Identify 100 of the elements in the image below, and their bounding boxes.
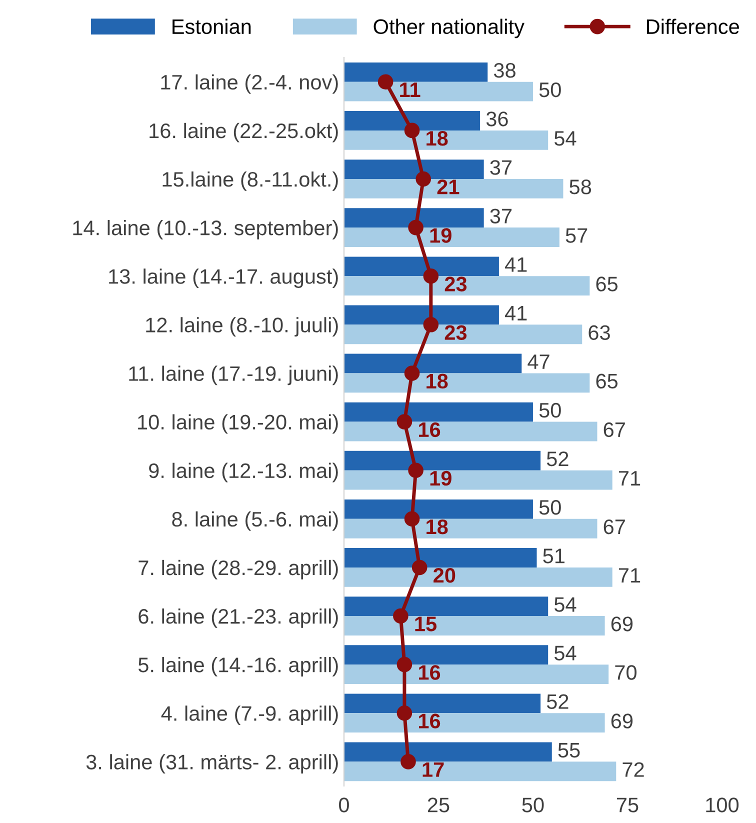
bar	[344, 762, 616, 782]
point	[400, 754, 416, 770]
bar	[344, 373, 590, 393]
point	[396, 414, 412, 430]
data-label: 23	[444, 325, 467, 340]
data-label: 52	[546, 451, 568, 466]
bar	[344, 324, 582, 344]
data-label: 15	[415, 616, 436, 632]
y-tick-label: 10. laine (19.-20. mai)	[138, 414, 338, 434]
data-label: 55	[558, 743, 580, 758]
bar	[344, 256, 499, 276]
data-label: 16	[419, 665, 440, 680]
y-tick-label: 5. laine (14.-16. aprill)	[138, 657, 338, 676]
bar	[344, 450, 541, 470]
data-label: 20	[434, 568, 456, 583]
bar	[344, 548, 537, 568]
y-tick-label: 16. laine (22.-25.okt)	[150, 122, 338, 142]
bar	[344, 645, 548, 665]
y-tick-label: 13. laine (14.-17. august)	[109, 268, 338, 288]
data-label: 54	[554, 131, 576, 146]
data-label: 18	[426, 130, 448, 146]
bar	[344, 62, 488, 82]
data-label: 21	[437, 180, 460, 194]
y-tick-label: 3. laine (31. märts- 2. aprill)	[86, 754, 338, 774]
data-label: 16	[419, 422, 440, 438]
bar	[344, 470, 612, 490]
y-tick-label: 4. laine (7.-9. aprill)	[161, 706, 338, 725]
data-label: 50	[539, 500, 561, 515]
y-tick-label: 11. laine (17.-19. juuni)	[129, 366, 338, 386]
y-tick-label: 12. laine (8.-10. juuli)	[146, 317, 338, 337]
data-label: 69	[611, 714, 633, 728]
bar	[344, 596, 548, 616]
bar	[344, 499, 533, 519]
x-tick-label: 75	[616, 798, 638, 812]
bar	[344, 160, 484, 180]
y-tick-label: 7. laine (28.-29. aprill)	[138, 560, 338, 580]
point	[423, 317, 439, 332]
data-label: 36	[486, 112, 508, 126]
bar	[344, 713, 605, 733]
y-tick-label: 15.laine (8.-11.okt.)	[162, 171, 338, 191]
bar	[344, 130, 548, 150]
data-label: 67	[604, 519, 625, 534]
bar	[344, 742, 552, 762]
data-label: 57	[566, 228, 588, 243]
point	[393, 608, 408, 624]
point	[412, 560, 428, 576]
point	[408, 462, 424, 478]
point	[408, 220, 424, 236]
bar	[344, 354, 522, 374]
point	[423, 268, 439, 284]
bar	[344, 616, 605, 636]
data-label: 47	[528, 354, 550, 369]
y-tick-label: 14. laine (10.-13. september)	[73, 220, 338, 240]
data-label: 65	[596, 276, 618, 292]
data-label: 37	[490, 160, 512, 175]
y-tick-label: 9. laine (12.-13. mai)	[149, 462, 338, 482]
y-tick-label: 17. laine (2.-4. nov)	[161, 74, 338, 94]
legend-label: Estonian	[172, 18, 251, 34]
legend-label: Difference	[647, 18, 739, 34]
data-label: 63	[588, 325, 610, 340]
point	[416, 171, 431, 187]
data-label: 50	[539, 402, 561, 418]
point	[378, 74, 394, 90]
data-label: 71	[618, 471, 640, 486]
data-label: 16	[419, 714, 440, 728]
data-label: 18	[426, 519, 448, 534]
data-label: 41	[504, 306, 527, 320]
bar	[344, 179, 564, 198]
point	[404, 122, 420, 138]
point	[404, 366, 420, 381]
data-label: 51	[543, 548, 564, 564]
bar	[344, 422, 598, 442]
data-label: 19	[430, 228, 452, 243]
data-label: 41	[504, 257, 527, 272]
x-tick-label: 0	[339, 798, 349, 812]
bar	[344, 402, 533, 422]
bar	[344, 664, 609, 684]
data-label: 17	[422, 762, 444, 777]
data-label: 67	[604, 422, 625, 438]
data-label: 50	[539, 82, 561, 98]
data-label: 52	[546, 694, 568, 710]
data-label: 19	[430, 470, 452, 486]
bar	[344, 305, 499, 325]
data-label: 65	[596, 374, 618, 389]
data-label: 54	[554, 646, 576, 660]
data-label: 37	[490, 208, 512, 224]
x-tick-label: 50	[522, 798, 544, 812]
data-label: 72	[622, 762, 644, 777]
bar	[344, 276, 590, 296]
bar	[344, 208, 484, 228]
data-label: 18	[426, 374, 448, 389]
y-tick-label: 6. laine (21.-23. aprill)	[138, 608, 338, 628]
data-label: 71	[618, 568, 640, 583]
bar	[344, 567, 612, 587]
x-tick-label: 25	[428, 798, 450, 812]
x-tick-label: 100	[706, 798, 739, 812]
bar	[344, 694, 541, 714]
bar	[344, 111, 480, 130]
bar	[344, 228, 560, 247]
bar	[344, 518, 598, 538]
